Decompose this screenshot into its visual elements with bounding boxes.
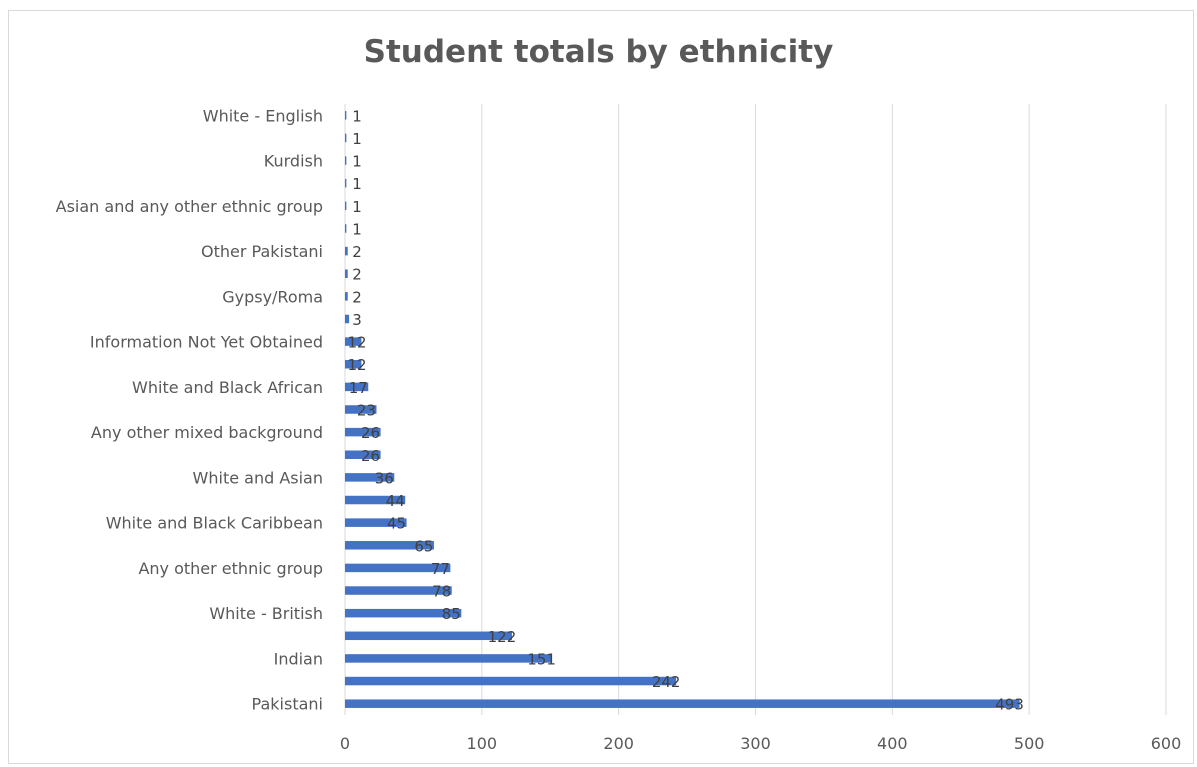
bar bbox=[345, 178, 347, 188]
bar bbox=[345, 382, 369, 392]
bar bbox=[345, 541, 434, 550]
bar bbox=[345, 246, 348, 256]
bar bbox=[345, 133, 347, 143]
x-tick-label: 200 bbox=[603, 734, 634, 753]
x-tick-label: 0 bbox=[340, 734, 350, 753]
data-label: 493 bbox=[995, 696, 1024, 714]
data-label: 1 bbox=[352, 220, 362, 238]
bar bbox=[345, 337, 362, 346]
x-tick-label: 300 bbox=[740, 734, 771, 753]
bar bbox=[345, 450, 381, 460]
data-label: 1 bbox=[352, 130, 362, 148]
data-label: 23 bbox=[357, 402, 376, 420]
data-label: 65 bbox=[414, 537, 433, 555]
bar bbox=[345, 201, 347, 211]
data-label: 85 bbox=[442, 605, 461, 623]
x-tick-label: 500 bbox=[1014, 734, 1045, 753]
bar bbox=[345, 631, 512, 641]
category-label: White - English bbox=[203, 106, 323, 125]
data-label: 1 bbox=[352, 153, 362, 171]
category-label: White - British bbox=[209, 604, 323, 623]
data-label: 151 bbox=[527, 650, 556, 668]
data-label: 26 bbox=[361, 447, 380, 465]
data-label: 45 bbox=[387, 515, 406, 533]
category-label: Other Pakistani bbox=[201, 242, 323, 261]
data-label: 44 bbox=[386, 492, 405, 510]
x-tick-label: 400 bbox=[877, 734, 908, 753]
category-label: White and Black African bbox=[132, 378, 323, 397]
category-label: Any other ethnic group bbox=[138, 559, 323, 578]
data-label: 36 bbox=[375, 469, 394, 487]
bar bbox=[345, 427, 381, 437]
bar bbox=[345, 676, 677, 686]
data-label: 78 bbox=[432, 583, 451, 601]
bar bbox=[345, 314, 350, 324]
bar bbox=[345, 654, 552, 663]
bar bbox=[345, 699, 1020, 708]
data-label: 1 bbox=[352, 175, 362, 193]
bar bbox=[345, 495, 406, 505]
data-label: 242 bbox=[652, 673, 681, 691]
data-label: 26 bbox=[361, 424, 380, 442]
data-label: 2 bbox=[352, 266, 362, 284]
chart-area bbox=[8, 10, 1194, 764]
data-label: 17 bbox=[349, 379, 368, 397]
data-label: 12 bbox=[347, 356, 366, 374]
bar bbox=[345, 608, 462, 618]
data-label: 122 bbox=[488, 628, 517, 646]
x-tick-label: 100 bbox=[467, 734, 498, 753]
bar bbox=[345, 586, 452, 595]
bar bbox=[345, 405, 377, 414]
bar bbox=[345, 292, 348, 301]
bar bbox=[345, 111, 347, 120]
bar bbox=[345, 224, 347, 233]
category-label: White and Asian bbox=[193, 468, 323, 487]
category-label: Asian and any other ethnic group bbox=[56, 197, 323, 216]
category-label: Gypsy/Roma bbox=[222, 287, 323, 306]
category-label: Pakistani bbox=[252, 695, 323, 714]
data-label: 2 bbox=[352, 243, 362, 261]
bar bbox=[345, 563, 451, 573]
data-label: 12 bbox=[347, 334, 366, 352]
data-label: 2 bbox=[352, 288, 362, 306]
category-label: White and Black Caribbean bbox=[106, 514, 323, 533]
category-label: Kurdish bbox=[264, 152, 323, 171]
category-label: Information Not Yet Obtained bbox=[90, 333, 323, 352]
x-tick-label: 600 bbox=[1151, 734, 1182, 753]
bar bbox=[345, 518, 407, 527]
bar bbox=[345, 359, 362, 369]
bar bbox=[345, 269, 348, 278]
data-label: 1 bbox=[352, 198, 362, 216]
category-label: Any other mixed background bbox=[91, 423, 323, 442]
chart-title: Student totals by ethnicity bbox=[363, 34, 834, 70]
category-label: Indian bbox=[274, 649, 323, 668]
data-label: 3 bbox=[352, 311, 362, 329]
bar bbox=[345, 473, 395, 482]
data-label: 1 bbox=[352, 107, 362, 125]
data-label: 77 bbox=[431, 560, 450, 578]
bar bbox=[345, 156, 347, 165]
